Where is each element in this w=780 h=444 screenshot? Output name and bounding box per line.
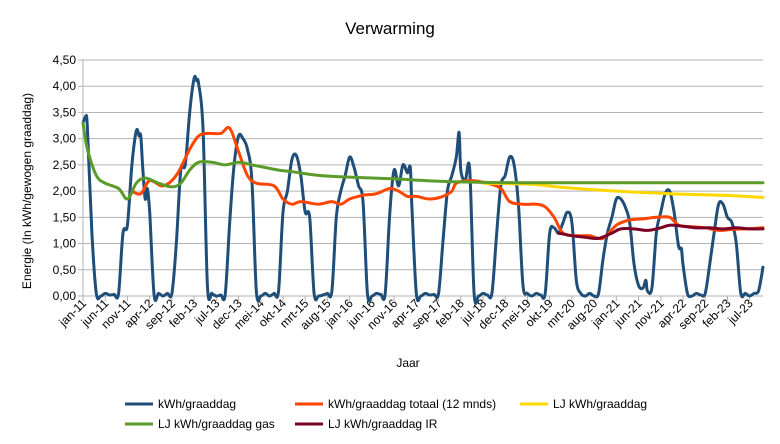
y-tick-label: 2,50 bbox=[53, 158, 77, 172]
y-tick-label: 1,50 bbox=[53, 210, 77, 224]
legend-label: kWh/graaddag totaal (12 mnds) bbox=[328, 397, 496, 411]
y-axis-label: Energie (In kWh/gewogen graaddag) bbox=[20, 93, 34, 289]
y-tick-label: 4,50 bbox=[53, 53, 77, 67]
y-tick-label: 4,00 bbox=[53, 79, 77, 93]
series-lines bbox=[81, 74, 765, 305]
chart-title: Verwarming bbox=[345, 19, 435, 38]
x-axis-label: Jaar bbox=[396, 356, 419, 370]
legend: kWh/graaddag kWh/graaddag totaal (12 mnds… bbox=[125, 397, 647, 431]
x-tick-label: jul-23 bbox=[724, 296, 756, 328]
series-line-2 bbox=[481, 181, 765, 199]
series-line-1 bbox=[130, 125, 765, 241]
y-axis-ticks: 0,00 0,50 1,00 1,50 2,00 2,50 3,00 3,50 4,00 4,50 bbox=[53, 53, 83, 303]
x-axis-ticks: jan-11jun-11nov-11apr-12sep-12feb-13jul-… bbox=[56, 296, 756, 333]
series-line-3 bbox=[81, 121, 765, 201]
y-tick-label: 0,50 bbox=[53, 263, 77, 277]
y-tick-label: 3,00 bbox=[53, 132, 77, 146]
y-tick-label: 1,00 bbox=[53, 237, 77, 251]
legend-label: LJ kWh/graaddag IR bbox=[328, 417, 438, 431]
series-line-4 bbox=[557, 223, 765, 240]
y-tick-label: 2,00 bbox=[53, 184, 77, 198]
y-tick-label: 0,00 bbox=[53, 289, 77, 303]
series-line-0 bbox=[81, 74, 765, 305]
legend-label: LJ kWh/graaddag gas bbox=[158, 417, 275, 431]
y-tick-label: 3,50 bbox=[53, 105, 77, 119]
legend-label: kWh/graaddag bbox=[158, 397, 236, 411]
legend-label: LJ kWh/graaddag bbox=[553, 397, 647, 411]
